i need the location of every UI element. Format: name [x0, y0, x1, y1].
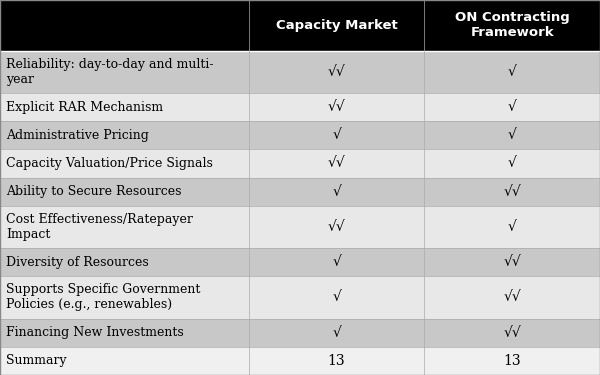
Text: ON Contracting
Framework: ON Contracting Framework	[455, 11, 569, 39]
Text: Financing New Investments: Financing New Investments	[6, 326, 184, 339]
Text: √: √	[508, 156, 517, 171]
Text: 13: 13	[503, 354, 521, 368]
Bar	[424, 93, 600, 121]
Bar	[249, 206, 424, 248]
Text: √√: √√	[503, 326, 521, 340]
Bar	[249, 93, 424, 121]
Text: √: √	[332, 290, 341, 304]
Bar	[0, 177, 249, 206]
Bar	[424, 0, 600, 51]
Text: Capacity Market: Capacity Market	[276, 19, 397, 32]
Text: √: √	[508, 100, 517, 114]
Bar	[0, 93, 249, 121]
Bar	[424, 248, 600, 276]
Bar	[0, 149, 249, 177]
Text: √√: √√	[328, 65, 346, 79]
Text: √: √	[508, 220, 517, 234]
Text: √√: √√	[328, 156, 346, 171]
Text: Supports Specific Government
Policies (e.g., renewables): Supports Specific Government Policies (e…	[6, 284, 200, 311]
Bar	[0, 0, 249, 51]
Text: Summary: Summary	[6, 354, 67, 368]
Text: √√: √√	[503, 290, 521, 304]
Text: Ability to Secure Resources: Ability to Secure Resources	[6, 185, 182, 198]
Bar	[249, 149, 424, 177]
Text: √: √	[332, 255, 341, 269]
Text: √√: √√	[503, 184, 521, 199]
Bar	[0, 206, 249, 248]
Bar	[249, 51, 424, 93]
Bar	[249, 347, 424, 375]
Bar	[424, 51, 600, 93]
Bar	[424, 206, 600, 248]
Bar	[249, 0, 424, 51]
Text: √: √	[332, 326, 341, 340]
Text: √: √	[332, 184, 341, 199]
Text: √√: √√	[328, 220, 346, 234]
Bar	[424, 319, 600, 347]
Bar	[424, 276, 600, 319]
Text: Explicit RAR Mechanism: Explicit RAR Mechanism	[6, 100, 163, 114]
Text: √√: √√	[503, 255, 521, 269]
Bar	[0, 347, 249, 375]
Text: Reliability: day-to-day and multi-
year: Reliability: day-to-day and multi- year	[6, 58, 214, 86]
Text: √: √	[332, 128, 341, 142]
Bar	[424, 347, 600, 375]
Text: √: √	[508, 65, 517, 79]
Bar	[249, 248, 424, 276]
Bar	[249, 121, 424, 149]
Text: Capacity Valuation/Price Signals: Capacity Valuation/Price Signals	[6, 157, 213, 170]
Bar	[0, 276, 249, 319]
Bar	[0, 248, 249, 276]
Text: Diversity of Resources: Diversity of Resources	[6, 256, 149, 268]
Bar	[0, 121, 249, 149]
Bar	[424, 149, 600, 177]
Bar	[0, 51, 249, 93]
Bar	[424, 177, 600, 206]
Bar	[249, 177, 424, 206]
Text: √√: √√	[328, 100, 346, 114]
Text: 13: 13	[328, 354, 346, 368]
Bar	[424, 121, 600, 149]
Bar	[0, 319, 249, 347]
Bar	[249, 319, 424, 347]
Text: √: √	[508, 128, 517, 142]
Text: Administrative Pricing: Administrative Pricing	[6, 129, 149, 142]
Bar	[249, 276, 424, 319]
Text: Cost Effectiveness/Ratepayer
Impact: Cost Effectiveness/Ratepayer Impact	[6, 213, 193, 241]
